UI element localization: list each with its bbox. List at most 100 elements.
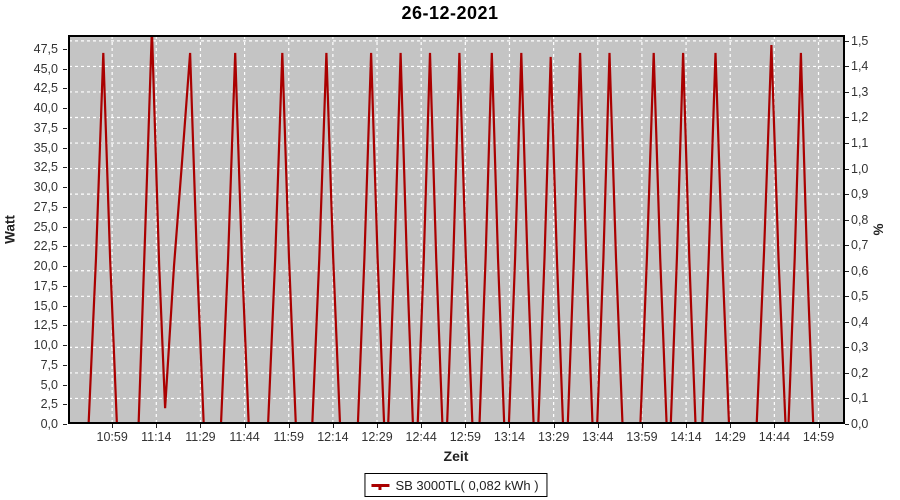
chart-title: 26-12-2021 (401, 3, 499, 23)
y-right-tick-label: 1,3 (851, 84, 869, 99)
x-tick-mark (112, 424, 114, 428)
x-tick-mark (641, 424, 643, 428)
x-tick-mark (288, 424, 290, 428)
x-tick-label: 13:29 (537, 430, 570, 444)
y-left-tick-mark (63, 127, 67, 129)
y-right-tick-mark (845, 270, 849, 272)
plot-canvas[interactable] (68, 35, 845, 424)
x-tick-mark (730, 424, 732, 428)
y-left-tick-mark (63, 48, 67, 50)
x-tick-label: 11:29 (185, 430, 216, 444)
legend-series-label: SB 3000TL( 0,082 kWh ) (395, 477, 539, 493)
y-right-tick-mark (845, 143, 849, 145)
y-left-tick-label: 42,5 (33, 81, 58, 96)
x-tick-mark (200, 424, 202, 428)
y-left-tick-mark (63, 226, 67, 228)
y-right-tick-label: 0,8 (851, 212, 869, 227)
y-right-tick-label: 0,9 (851, 187, 869, 202)
y-left-tick-label: 45,0 (33, 61, 58, 76)
y-left-tick-mark (63, 68, 67, 70)
x-tick-mark (818, 424, 820, 428)
y-right-tick-mark (845, 424, 849, 425)
x-tick-label: 13:59 (626, 430, 658, 444)
y-right-tick-mark (845, 296, 849, 298)
y-right-tick-mark (845, 194, 849, 196)
y-left-tick-mark (63, 424, 67, 425)
x-tick-mark (377, 424, 379, 428)
y-left-tick-mark (63, 404, 67, 406)
y-left-tick-label: 12,5 (33, 318, 58, 333)
y-left-tick-label: 30,0 (33, 180, 58, 195)
y-axis-left-title: Watt (2, 215, 18, 244)
y-axis-right-title: % (870, 223, 886, 236)
x-tick-mark (244, 424, 246, 428)
y-right-tick-mark (845, 245, 849, 247)
y-right-tick-label: 0,2 (851, 365, 869, 380)
y-left-tick-label: 27,5 (33, 199, 58, 214)
y-left-tick-label: 5,0 (40, 377, 58, 392)
x-tick-label: 12:44 (405, 430, 437, 444)
y-left-tick-mark (63, 364, 67, 366)
x-tick-label: 13:44 (582, 430, 614, 444)
y-left-tick-label: 22,5 (33, 239, 58, 254)
x-axis-title: Zeit (443, 448, 469, 464)
y-left-tick-mark (63, 285, 67, 287)
x-tick-label: 12:14 (317, 430, 349, 444)
x-tick-label: 12:59 (449, 430, 481, 444)
y-left-tick-mark (63, 384, 67, 386)
y-right-tick-label: 0,4 (851, 314, 869, 329)
y-right-tick-mark (845, 372, 849, 374)
y-left-tick-mark (63, 246, 67, 248)
y-left-tick-label: 10,0 (33, 338, 58, 353)
x-tick-label: 10:59 (96, 430, 128, 444)
y-left-tick-mark (63, 108, 67, 110)
y-right-tick-label: 1,5 (851, 33, 869, 48)
x-tick-mark (774, 424, 776, 428)
y-right-tick-mark (845, 168, 849, 170)
y-left-tick-mark (63, 325, 67, 327)
y-left-tick-label: 40,0 (33, 101, 58, 116)
legend-line-swatch (371, 483, 390, 490)
y-right-tick-label: 0,1 (851, 391, 869, 406)
y-right-tick-label: 1,2 (851, 110, 869, 125)
y-right-tick-label: 0,6 (851, 263, 869, 278)
y-right-tick-label: 0,0 (851, 417, 869, 431)
y-right-tick-label: 0,7 (851, 238, 869, 253)
y-right-tick-mark (845, 40, 849, 42)
x-tick-mark (332, 424, 334, 428)
x-tick-label: 11:44 (229, 430, 260, 444)
y-left-tick-mark (63, 88, 67, 90)
y-right-tick-label: 1,0 (851, 161, 869, 176)
x-tick-label: 14:59 (802, 430, 835, 444)
y-right-tick-mark (845, 321, 849, 323)
x-tick-label: 12:29 (361, 430, 393, 444)
y-right-tick-mark (845, 398, 849, 400)
y-right-tick-label: 1,1 (851, 136, 869, 151)
x-tick-label: 11:59 (273, 430, 304, 444)
x-tick-mark (509, 424, 511, 428)
x-tick-mark (156, 424, 158, 428)
y-left-tick-label: 2,5 (40, 397, 58, 412)
y-left-tick-label: 20,0 (33, 259, 58, 274)
y-right-tick-mark (845, 117, 849, 119)
y-left-tick-label: 47,5 (33, 41, 58, 56)
plot-area[interactable] (68, 35, 845, 424)
x-tick-label: 13:14 (493, 430, 526, 444)
y-left-tick-mark (63, 187, 67, 189)
y-right-tick-label: 1,4 (851, 59, 869, 74)
x-tick-mark (465, 424, 467, 428)
y-left-tick-mark (63, 206, 67, 208)
y-left-tick-label: 32,5 (33, 160, 58, 175)
x-tick-label: 14:29 (714, 430, 746, 444)
y-left-tick-mark (63, 266, 67, 268)
y-left-tick-mark (63, 305, 67, 307)
y-left-tick-label: 7,5 (40, 357, 58, 372)
legend: SB 3000TL( 0,082 kWh ) (364, 473, 548, 497)
y-left-tick-label: 15,0 (33, 298, 58, 313)
x-tick-mark (686, 424, 688, 428)
y-left-tick-mark (63, 147, 67, 149)
x-tick-mark (421, 424, 423, 428)
x-tick-label: 14:44 (758, 430, 790, 444)
y-left-tick-mark (63, 167, 67, 169)
